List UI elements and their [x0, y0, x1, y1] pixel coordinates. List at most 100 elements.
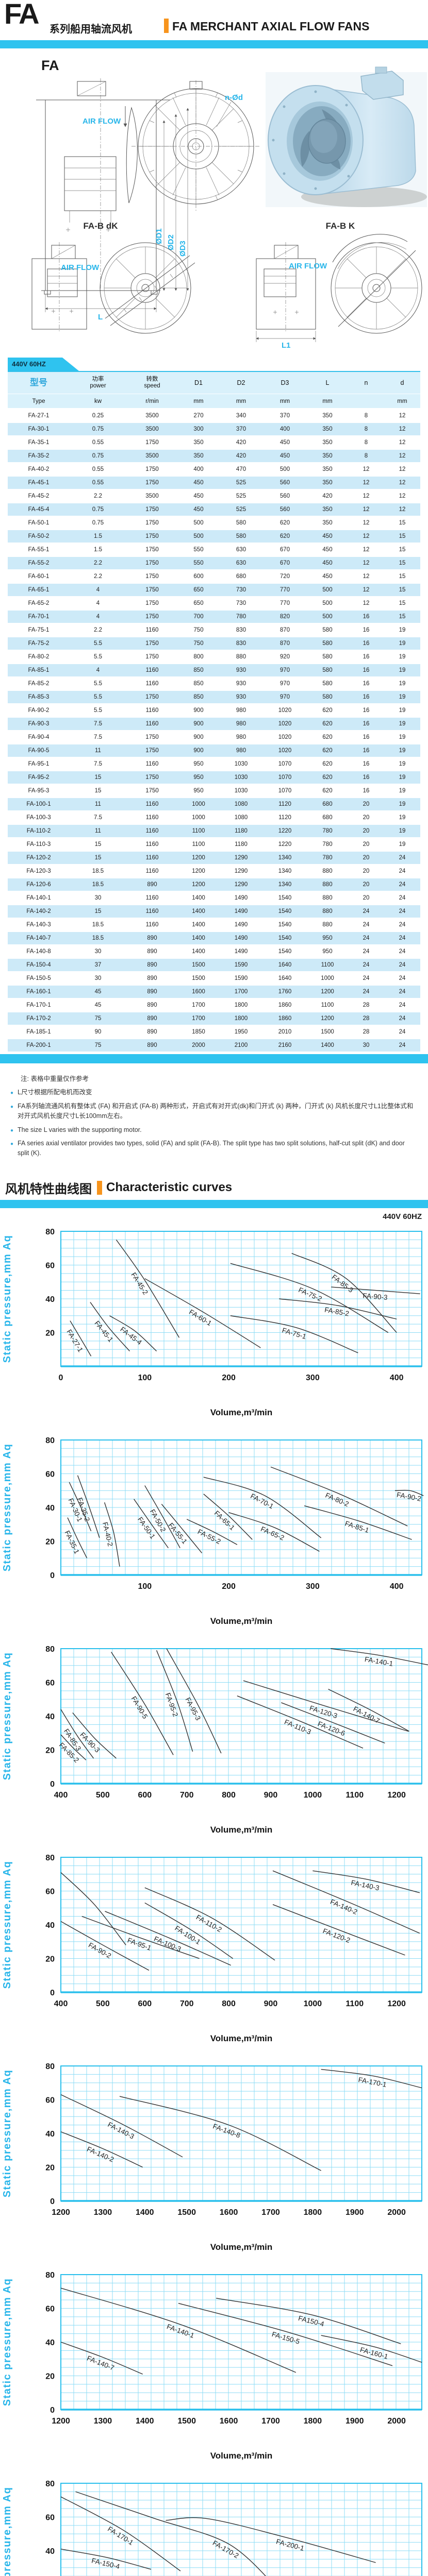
table-row: FA-50-2 1.5 1750 500 580 620 450 12 15: [8, 530, 420, 544]
y-tick-label: 20: [45, 1955, 55, 1963]
y-tick-label: 20: [45, 1537, 55, 1546]
y-tick-label: 20: [45, 1329, 55, 1337]
power-cn: 功率: [92, 376, 104, 382]
curve-label: FA-95-2: [164, 1691, 179, 1717]
curve-FA-27-1: [70, 1320, 92, 1357]
title-separator: [164, 19, 169, 33]
characteristic-curve-chart-4: 0 20 40 60 80 400 500 600 700 800 900 1000 1100 1200 S…: [0, 1847, 428, 2056]
table-row: FA-45-2 2.2 3500 450 525 560 420 12 12: [8, 489, 420, 503]
chart-svg-7: 0204060802000220024002600280030003200340…: [2, 2480, 422, 2576]
y-tick-label: 80: [45, 1436, 55, 1445]
curve-label: FA-90-3: [363, 1292, 388, 1301]
curve-label: FA-150-4: [91, 2556, 121, 2570]
note-bullet-icon: ●: [10, 1127, 14, 1133]
curve-FA-45-4: [109, 1315, 157, 1351]
curve-FA-80-2: [270, 1466, 408, 1527]
note-line: ● The size L varies with the supporting m…: [10, 1125, 418, 1135]
col-speed-unit: r/min: [126, 394, 178, 410]
curve-FA-85-2: [279, 1298, 397, 1319]
table-row: FA-100-1 11 1160 1000 1080 1120 680 20 19: [8, 798, 420, 811]
curve-FA-65-1: [203, 1493, 253, 1540]
curve-FA-170-1: [321, 2069, 422, 2088]
x-tick-label: 500: [96, 1791, 110, 1800]
y-tick-label: 80: [45, 1854, 55, 1862]
table-row: FA-85-1 4 1160 850 930 970 580 16 19: [8, 664, 420, 677]
product-photo: [266, 66, 427, 207]
y-tick-label: 80: [45, 1645, 55, 1654]
table-row: FA-55-1 1.5 1750 550 630 670 450 12 15: [8, 543, 420, 557]
y-tick-label: 0: [50, 1571, 55, 1580]
curve-label: FA-75-2: [298, 1286, 323, 1303]
x-tick-label: 700: [180, 1999, 194, 2008]
x-tick-label: 1400: [136, 2208, 154, 2217]
x-tick-label: 400: [54, 1999, 68, 2008]
air-flow-label-2: AIR FLOW: [61, 263, 100, 272]
y-tick-label: 80: [45, 2480, 55, 2488]
x-tick-label: 1900: [345, 2208, 364, 2217]
curves-title-separator: [97, 1180, 102, 1195]
chart-svg-4: 0 20 40 60 80 400 500 600 700 800 900 1000 1100 1200 S…: [2, 1854, 422, 2043]
characteristic-curve-chart-5: 0 20 40 60 80 1200 1300 1400 1500 1600 1700 1800 190…: [0, 2056, 428, 2264]
curve-FA-160-1: [321, 2334, 422, 2363]
curves-title-en: Characteristic curves: [106, 1180, 233, 1195]
speed-en: speed: [144, 383, 160, 389]
table-row: FA-90-3 7.5 1160 900 980 1020 620 16 19: [8, 717, 420, 731]
note-line: 注: 表格中重量仅作参考: [21, 1075, 89, 1082]
col-type-en: Type: [8, 394, 70, 410]
curve-FA-90-2: [60, 1921, 150, 1971]
curve-label: FA-120-3: [309, 1704, 338, 1720]
table-row: FA-45-1 0.55 1750 450 525 560 350 12 12: [8, 476, 420, 490]
drawings-svg: FA AIR FLOW: [31, 58, 427, 350]
table-row: FA-160-1 45 890 1600 1700 1760 1200 24 24: [8, 985, 420, 999]
x-tick-label: 900: [264, 1999, 278, 2008]
x-tick-label: 300: [306, 1582, 320, 1591]
curve-FA-120-6: [281, 1702, 385, 1743]
col-d2: D2: [219, 371, 263, 394]
table-row: FA-120-3 18.5 1160 1200 1290 1340 880 20 24: [8, 865, 420, 878]
x-tick-label: 600: [138, 1999, 152, 2008]
curve-FA-140-1: [60, 2287, 297, 2373]
table-row: FA-120-2 15 1160 1200 1290 1340 780 20 24: [8, 851, 420, 865]
table-row: FA-140-3 18.5 1160 1400 1490 1540 880 24 24: [8, 918, 420, 932]
curve-FA-85-3: [291, 1252, 397, 1333]
table-row: FA-45-4 0.75 1750 450 525 560 350 12 12: [8, 503, 420, 517]
table-end-bar: [0, 1054, 428, 1063]
note-line: ● L尺寸根据所配电机而改变: [10, 1088, 418, 1097]
curve-FA-110-2: [144, 1887, 275, 1961]
x-tick-label: 800: [222, 1999, 236, 2008]
table-row: FA-170-1 45 890 1700 1800 1860 1100 28 24: [8, 998, 420, 1012]
curve-label: FA-160-1: [359, 2346, 389, 2361]
curve-FA-55-1: [161, 1503, 203, 1553]
curve-FA-140-8: [119, 2095, 322, 2171]
table-row: FA-110-2 11 1160 1100 1180 1220 780 20 19: [8, 824, 420, 838]
curves-title-cn: 风机特性曲线图: [5, 1182, 92, 1196]
y-tick-label: 20: [45, 2163, 55, 2172]
table-header-row-2: Type kw r/min mm mm mm mm mm: [8, 394, 420, 410]
x-tick-label: 100: [138, 1582, 152, 1591]
x-tick-label: 200: [222, 1374, 236, 1382]
x-tick-label: 400: [54, 1791, 68, 1800]
table-row: FA-110-3 15 1160 1100 1180 1220 780 20 19: [8, 838, 420, 852]
y-tick-label: 40: [45, 2338, 55, 2347]
y-axis-label: Static pressure,mm Aq: [2, 1234, 13, 1363]
dim-l1-label: L1: [282, 341, 291, 350]
table-row: FA-95-2 15 1750 950 1030 1070 620 16 19: [8, 771, 420, 785]
characteristic-curve-chart-1: 20 40 60 80 0 100 200 300 400 Static pressure,mm …: [0, 1221, 428, 1430]
curve-label: FA-95-3: [184, 1696, 202, 1722]
x-axis-label: Volume,m³/min: [210, 1825, 273, 1835]
curve-FA-85-3: [60, 1709, 94, 1758]
curve-FA-75-1: [230, 1315, 358, 1353]
y-tick-label: 80: [45, 1228, 55, 1236]
y-tick-label: 60: [45, 2513, 55, 2522]
curve-FA-90-3: [72, 1712, 117, 1759]
curve-FA-95-3: [166, 1648, 222, 1754]
col-n-unit: [348, 394, 384, 410]
curve-FA-200-1: [166, 2517, 376, 2563]
col-d: d: [384, 371, 420, 394]
curve-label: FA-75-1: [281, 1326, 307, 1341]
table-row: FA-40-2 0.55 1750 400 470 500 350 12 12: [8, 463, 420, 477]
note-bullet-icon: ●: [10, 1090, 14, 1096]
curve-label: FA-60-1: [188, 1308, 213, 1327]
x-tick-label: 2000: [387, 2417, 406, 2426]
